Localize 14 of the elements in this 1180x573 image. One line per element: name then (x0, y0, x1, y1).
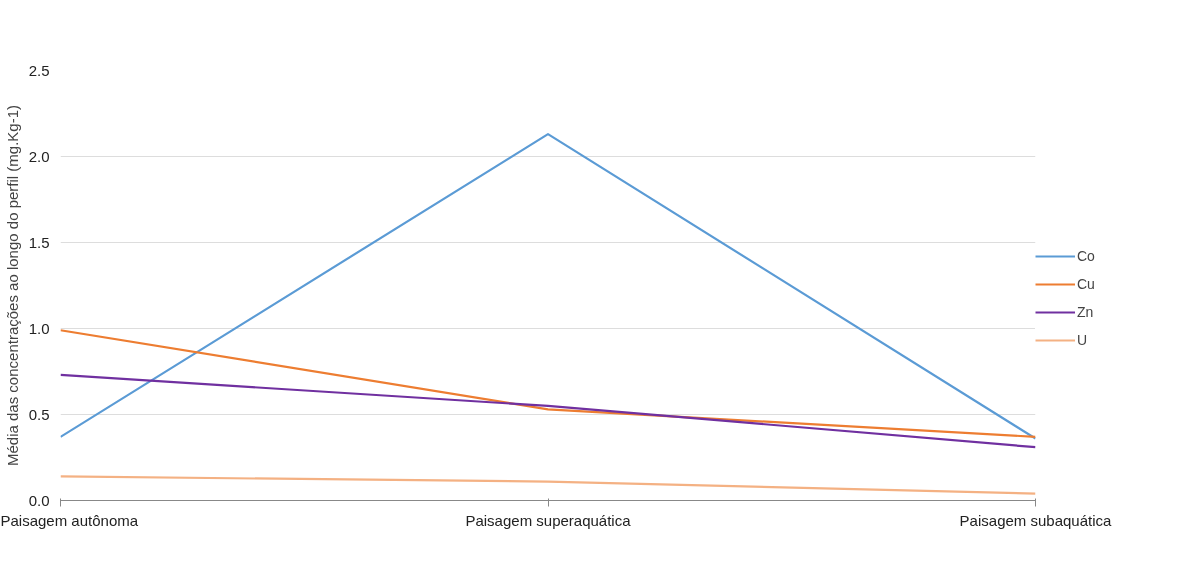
legend-label: U (1077, 332, 1089, 348)
x-tick-label: Paisagem subaquática (959, 511, 1113, 529)
x-tick-label: Paisagem autônoma (0, 511, 139, 529)
y-tick-label: 1.0 (28, 319, 50, 337)
y-tick-label: 2.5 (28, 61, 50, 79)
y-tick-label: 0.0 (28, 491, 50, 509)
y-tick-label: 2.0 (28, 147, 50, 165)
legend-label: Co (1077, 248, 1096, 264)
x-tick-label: Paisagem superaquática (465, 511, 632, 529)
legend-label: Zn (1077, 304, 1095, 320)
y-tick-label: 0.5 (28, 405, 50, 423)
y-tick-label: 1.5 (28, 233, 50, 251)
legend-label: Cu (1077, 276, 1096, 292)
y-axis-title: Média das concentrações ao longo do perfil (mg.Kg-1) (3, 104, 21, 467)
